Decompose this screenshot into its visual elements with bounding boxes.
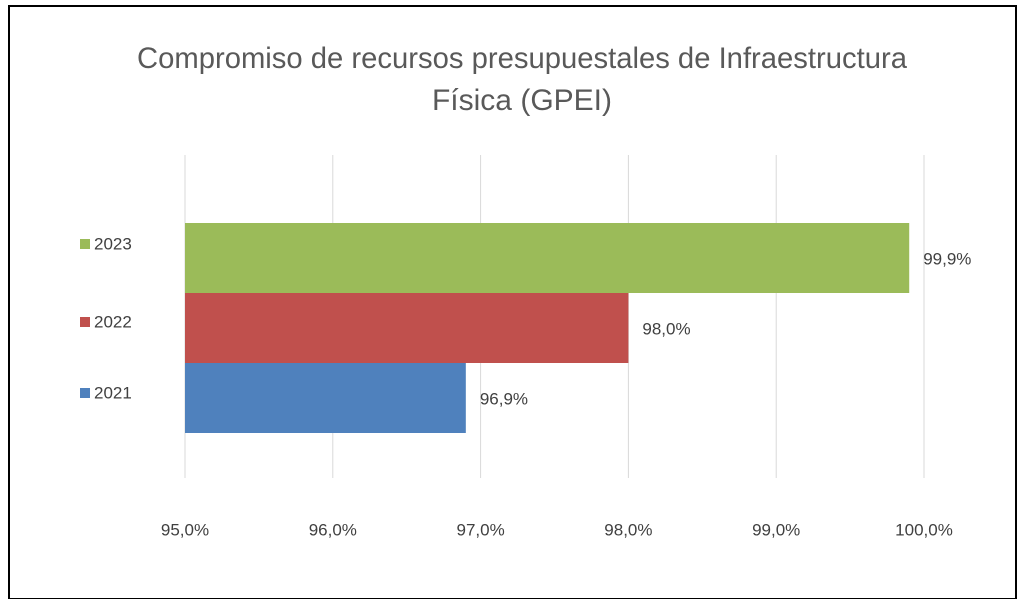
bar xyxy=(185,293,629,363)
bar xyxy=(185,223,910,293)
x-tick-label: 97,0% xyxy=(456,520,504,539)
legend-swatch xyxy=(80,317,90,327)
data-label: 99,9% xyxy=(923,249,971,268)
chart-title: Compromiso de recursos presupuestales de… xyxy=(137,42,907,75)
data-label: 96,9% xyxy=(480,389,528,408)
legend-swatch xyxy=(80,388,90,398)
x-tick-label: 95,0% xyxy=(161,520,209,539)
legend-label: 2021 xyxy=(94,383,132,402)
x-tick-label: 100,0% xyxy=(895,520,953,539)
x-tick-label: 96,0% xyxy=(309,520,357,539)
chart-title: Física (GPEI) xyxy=(432,84,612,117)
x-tick-label: 99,0% xyxy=(752,520,800,539)
legend-label: 2022 xyxy=(94,312,132,331)
legend-swatch xyxy=(80,239,90,249)
data-label: 98,0% xyxy=(642,319,690,338)
bar xyxy=(185,363,466,433)
x-tick-label: 98,0% xyxy=(604,520,652,539)
legend-label: 2023 xyxy=(94,234,132,253)
